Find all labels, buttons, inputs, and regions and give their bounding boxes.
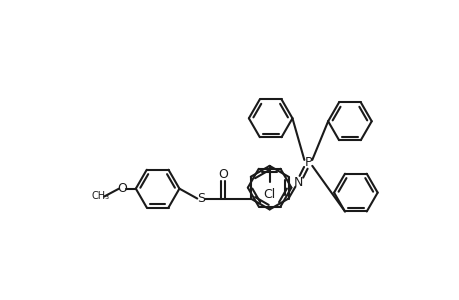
Text: P: P (304, 156, 311, 170)
Text: N: N (293, 176, 302, 189)
Text: O: O (218, 168, 228, 181)
Text: Cl: Cl (263, 188, 275, 201)
Text: O: O (117, 182, 127, 195)
Text: S: S (197, 192, 205, 205)
Text: CH₃: CH₃ (91, 190, 109, 200)
